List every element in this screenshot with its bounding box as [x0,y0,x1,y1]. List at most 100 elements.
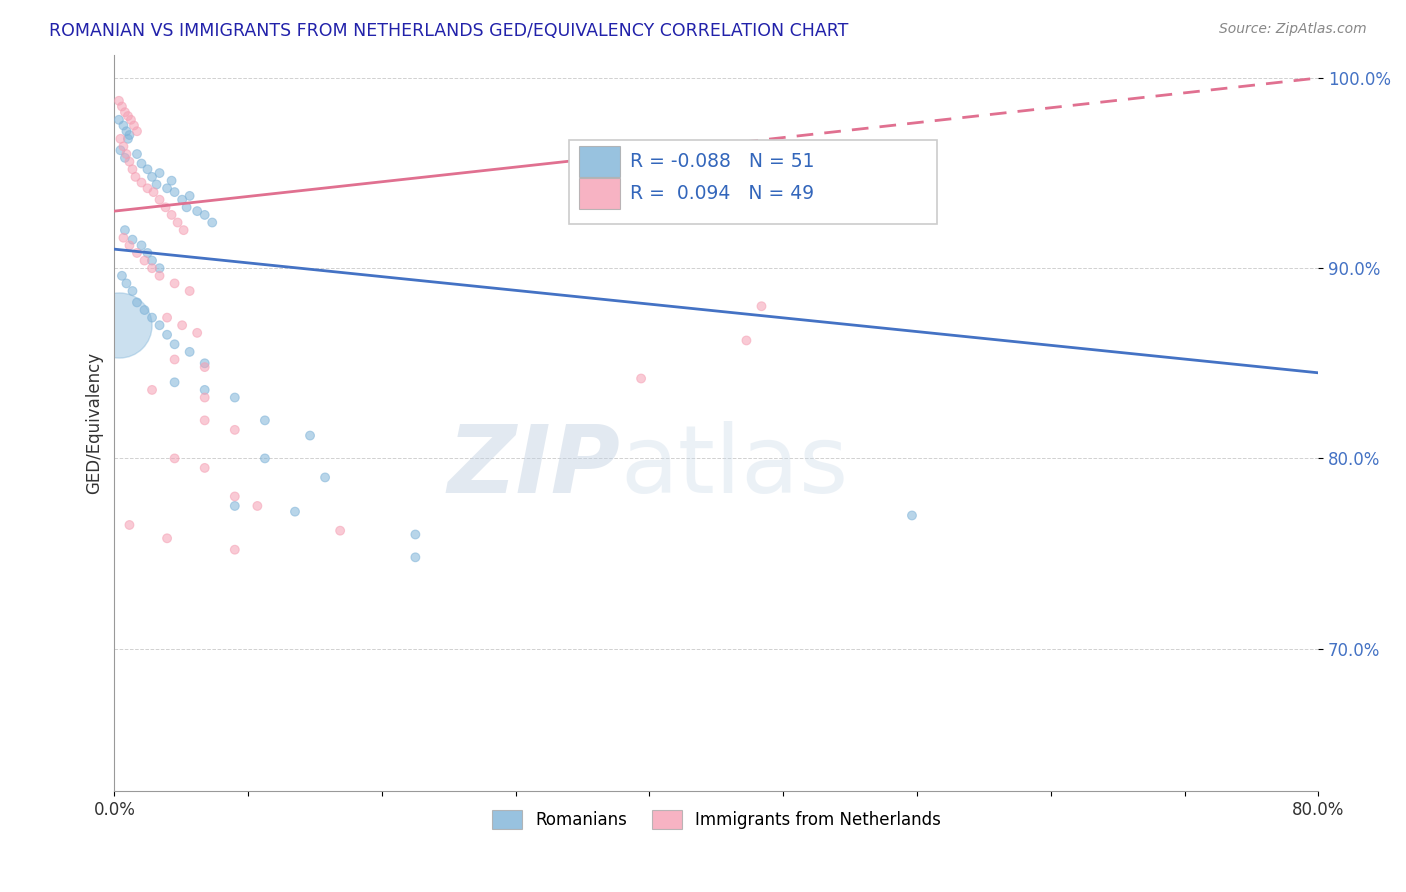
Point [163,352,186,367]
Point [125,124,148,138]
Point [112,139,135,153]
Point [246,499,269,513]
Point [118,154,141,169]
Point [148,261,170,276]
Point [136,162,159,177]
Point [141,310,163,325]
Point [121,162,143,177]
Point [141,253,163,268]
Point [735,334,758,348]
Point [136,246,159,260]
Text: atlas: atlas [620,421,848,514]
Point [163,277,186,291]
Point [166,215,188,229]
Point [179,344,201,359]
Point [172,318,194,333]
Point [110,143,132,157]
Point [115,147,138,161]
Point [118,128,141,142]
Point [131,176,153,190]
Point [112,231,135,245]
Point [114,105,136,120]
Point [117,109,139,123]
Point [131,156,153,170]
Y-axis label: GED/Equivalency: GED/Equivalency [86,352,103,494]
Text: Source: ZipAtlas.com: Source: ZipAtlas.com [1219,22,1367,37]
Point [179,284,201,298]
Point [145,178,167,192]
Point [194,356,217,370]
Point [186,204,208,219]
Point [176,200,198,214]
Point [901,508,924,523]
FancyBboxPatch shape [569,140,936,225]
Point [125,147,148,161]
Point [124,169,146,184]
Point [156,181,179,195]
Point [118,518,141,533]
Point [134,303,156,318]
Point [156,531,179,545]
Point [141,169,163,184]
Point [121,284,143,298]
Point [148,268,170,283]
Point [142,185,165,199]
Point [314,470,336,484]
Point [120,112,142,127]
Text: ZIP: ZIP [447,421,620,514]
Text: R = -0.088   N = 51: R = -0.088 N = 51 [630,152,814,170]
Point [136,181,159,195]
Point [194,461,217,475]
Point [121,233,143,247]
Point [156,310,179,325]
Point [194,383,217,397]
Point [131,238,153,252]
Point [117,132,139,146]
Point [114,223,136,237]
Point [329,524,352,538]
Point [630,371,652,385]
Point [112,119,135,133]
Point [194,208,217,222]
Point [201,215,224,229]
Point [122,119,145,133]
Point [224,391,246,405]
Point [224,423,246,437]
Point [148,318,170,333]
Point [163,337,186,351]
Point [125,246,148,260]
Point [194,413,217,427]
Point [163,451,186,466]
Point [118,238,141,252]
Point [163,185,186,199]
Point [114,151,136,165]
Point [115,277,138,291]
Point [156,327,179,342]
Point [160,208,183,222]
Point [148,166,170,180]
Point [134,253,156,268]
Point [110,132,132,146]
Point [404,527,426,541]
Point [299,428,322,442]
Point [108,112,131,127]
Point [115,124,138,138]
Point [224,490,246,504]
Point [751,299,773,313]
Point [404,550,426,565]
Point [111,268,134,283]
Point [224,499,246,513]
Point [155,200,177,214]
Point [141,261,163,276]
Point [108,318,131,333]
Point [179,189,201,203]
Point [141,383,163,397]
FancyBboxPatch shape [579,178,620,209]
Point [224,542,246,557]
Point [186,326,208,340]
Point [108,94,131,108]
Point [284,505,307,519]
Point [111,99,134,113]
Point [163,376,186,390]
Text: R =  0.094   N = 49: R = 0.094 N = 49 [630,184,814,203]
